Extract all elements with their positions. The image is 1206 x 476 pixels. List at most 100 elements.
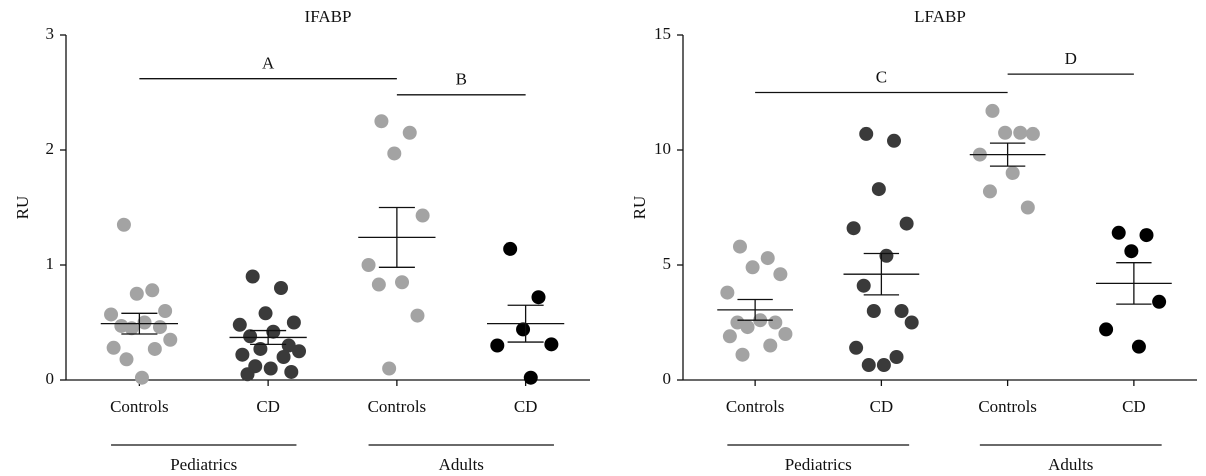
- data-point: [1013, 125, 1028, 140]
- data-point: [134, 370, 149, 385]
- y-tick-label: 15: [654, 24, 671, 43]
- data-point: [106, 340, 121, 355]
- data-point: [889, 350, 904, 364]
- data-point: [402, 125, 417, 140]
- data-point: [137, 315, 152, 330]
- data-point: [773, 267, 788, 282]
- data-point: [286, 315, 301, 330]
- x-tick-label: CD: [1122, 397, 1146, 416]
- bracket-label: D: [1065, 49, 1077, 68]
- data-point: [116, 217, 131, 232]
- chart-title: IFABP: [305, 7, 352, 26]
- data-point: [871, 182, 886, 197]
- y-axis-label: RU: [630, 196, 649, 220]
- data-point: [387, 146, 402, 161]
- data-point: [887, 133, 901, 148]
- data-point: [1020, 200, 1035, 215]
- data-point: [152, 320, 167, 335]
- data-point: [292, 344, 307, 359]
- data-point: [119, 352, 134, 367]
- data-point: [124, 321, 139, 336]
- data-point: [415, 208, 430, 223]
- data-point: [395, 275, 410, 290]
- data-point: [516, 322, 531, 337]
- y-tick-label: 0: [663, 369, 672, 388]
- y-tick-label: 10: [654, 139, 671, 158]
- data-point: [361, 258, 376, 272]
- data-point: [276, 350, 291, 364]
- data-point: [274, 281, 288, 295]
- data-point: [104, 307, 119, 322]
- data-point: [763, 338, 778, 353]
- data-point: [129, 286, 144, 301]
- x-tick-label: CD: [514, 397, 538, 416]
- data-point: [876, 358, 891, 373]
- data-point: [879, 248, 894, 263]
- y-tick-label: 1: [46, 254, 55, 273]
- data-point: [266, 324, 281, 339]
- chart-title: LFABP: [914, 7, 966, 26]
- data-point: [768, 315, 783, 330]
- data-point: [240, 367, 255, 382]
- data-point: [1131, 339, 1146, 354]
- data-point: [740, 320, 755, 335]
- group-label: Adults: [1048, 455, 1093, 474]
- data-point: [284, 364, 299, 379]
- data-point: [778, 327, 793, 341]
- data-point: [243, 329, 258, 344]
- y-tick-label: 2: [46, 139, 55, 158]
- data-point: [745, 260, 760, 275]
- data-point: [1099, 322, 1114, 337]
- data-point: [163, 332, 178, 347]
- data-point: [899, 216, 914, 231]
- data-point: [253, 341, 268, 356]
- bracket-label: C: [876, 67, 887, 86]
- data-point: [371, 277, 386, 292]
- data-point: [998, 125, 1013, 140]
- data-point: [531, 290, 546, 305]
- group-label: Adults: [439, 455, 484, 474]
- data-point: [904, 315, 919, 330]
- data-point: [281, 338, 296, 353]
- data-point: [145, 283, 160, 298]
- data-point: [147, 341, 162, 356]
- data-point: [235, 347, 250, 362]
- x-tick-label: Controls: [368, 397, 427, 416]
- data-point: [232, 317, 247, 332]
- data-point: [263, 361, 278, 376]
- data-point: [382, 361, 397, 376]
- x-tick-label: CD: [870, 397, 894, 416]
- data-point: [861, 358, 876, 373]
- data-point: [374, 114, 389, 129]
- data-point: [410, 308, 425, 323]
- data-point: [1124, 244, 1139, 259]
- data-point: [859, 126, 874, 141]
- data-point: [732, 239, 747, 254]
- x-tick-label: Controls: [978, 397, 1037, 416]
- data-point: [258, 306, 273, 321]
- bracket-label: A: [262, 54, 275, 73]
- y-tick-label: 5: [663, 254, 672, 273]
- bracket-label: B: [456, 70, 467, 89]
- data-point: [1025, 126, 1040, 141]
- group-label: Pediatrics: [785, 455, 852, 474]
- data-point: [158, 304, 173, 318]
- data-point: [490, 338, 505, 353]
- data-point: [982, 184, 997, 199]
- data-point: [846, 221, 861, 236]
- data-point: [760, 251, 775, 266]
- x-tick-label: Controls: [110, 397, 169, 416]
- group-label: Pediatrics: [170, 455, 237, 474]
- data-point: [856, 278, 871, 293]
- data-point: [1005, 166, 1020, 180]
- y-tick-label: 0: [46, 369, 55, 388]
- data-point: [1139, 228, 1154, 243]
- data-point: [544, 337, 559, 352]
- data-point: [985, 103, 1000, 118]
- data-point: [894, 304, 909, 318]
- data-point: [245, 269, 260, 284]
- y-tick-label: 3: [46, 24, 55, 43]
- data-point: [503, 241, 518, 256]
- x-tick-label: CD: [256, 397, 280, 416]
